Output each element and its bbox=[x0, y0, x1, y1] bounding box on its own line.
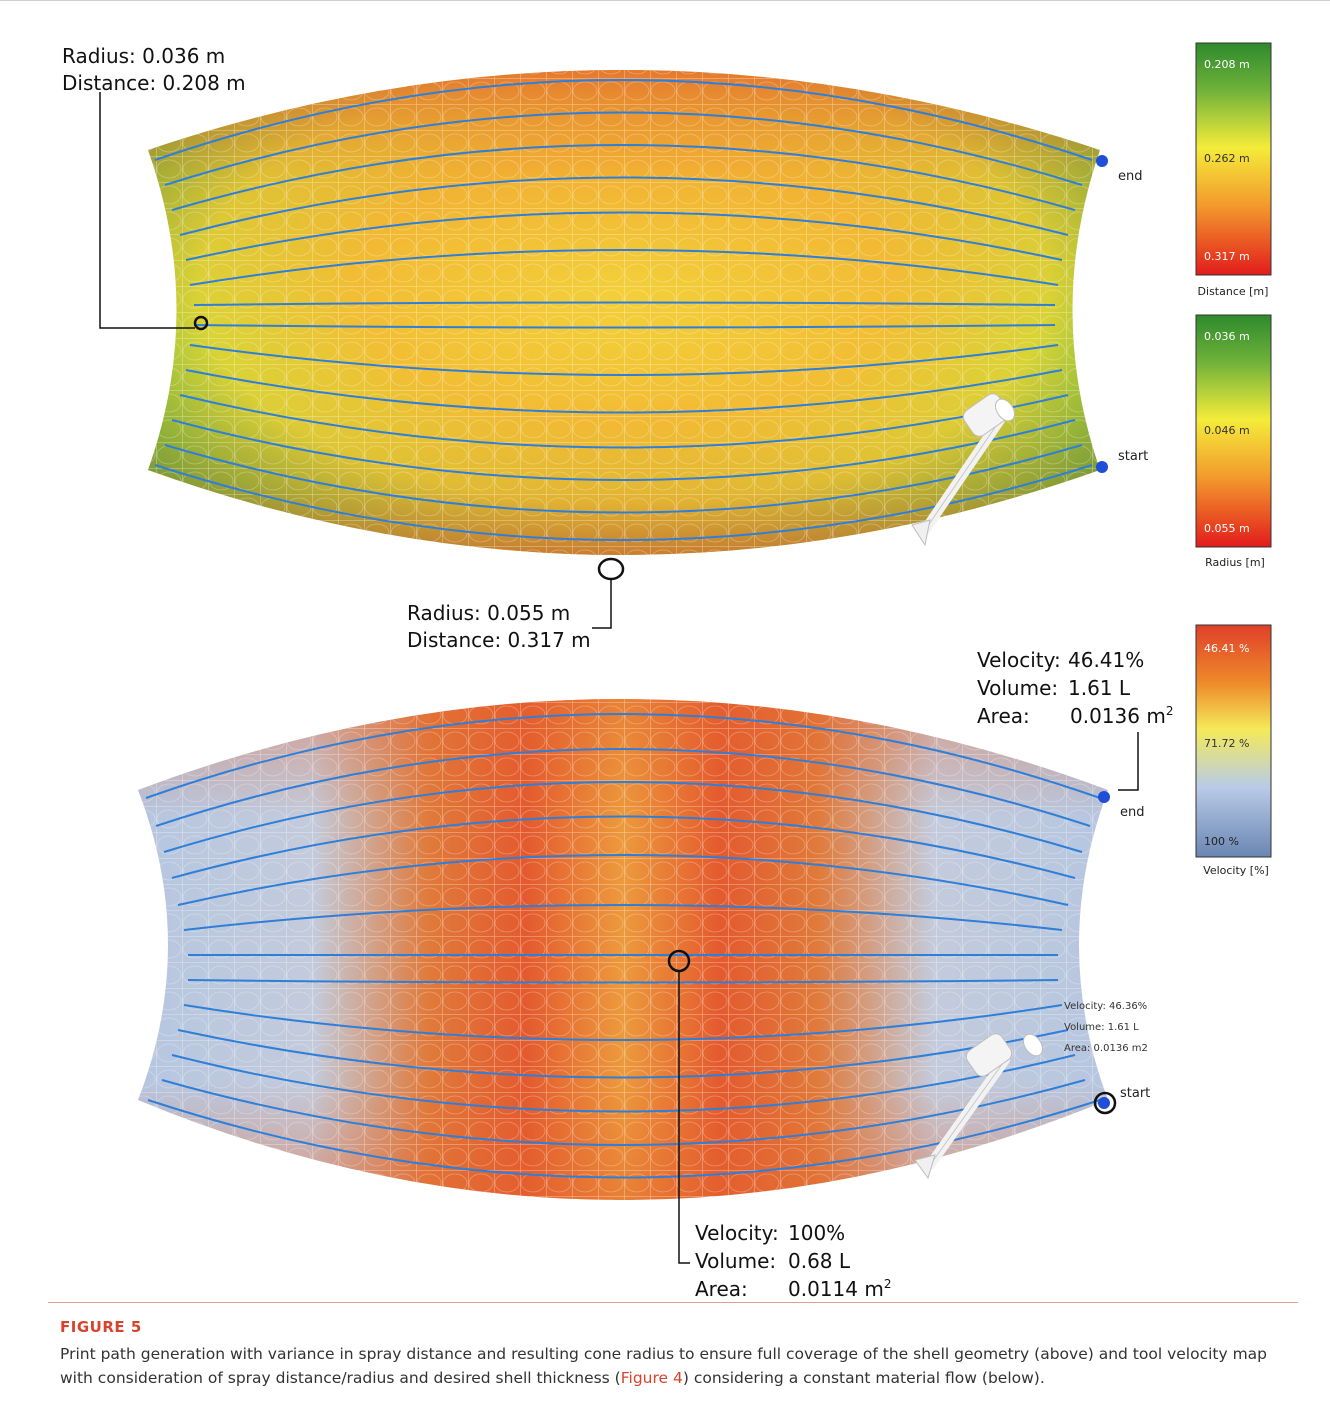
start-marker-bottom bbox=[1098, 1097, 1110, 1109]
callout-top-vel-val: 46.41% bbox=[1068, 648, 1144, 672]
velocity-legend-title: Velocity [%] bbox=[1203, 864, 1269, 877]
distance-legend-title: Distance [m] bbox=[1198, 285, 1269, 298]
distance-tick-2: 0.317 m bbox=[1204, 250, 1250, 263]
spray-tool-top bbox=[911, 393, 1016, 547]
velocity-map-shell: end start Velocity: 46.36% Volume: 1.61 … bbox=[138, 648, 1173, 1300]
max-distance-marker bbox=[597, 557, 625, 581]
top-end-label: end bbox=[1118, 169, 1143, 184]
callout-bottom-line1: Radius: 0.055 m bbox=[407, 601, 570, 625]
bottom-print-path bbox=[145, 713, 1101, 1179]
velocity-tick-1: 71.72 % bbox=[1204, 737, 1249, 750]
callout-left-line2: Distance: 0.208 m bbox=[62, 71, 246, 95]
top-print-path bbox=[154, 79, 1093, 541]
figure-caption: FIGURE 5 Print path generation with vari… bbox=[60, 1318, 1300, 1390]
callout-top-area-key: Area: bbox=[977, 704, 1030, 728]
callout-top-vol-key: Volume: bbox=[977, 676, 1058, 700]
callout-top-vel-key: Velocity: bbox=[977, 648, 1061, 672]
figure-label: FIGURE 5 bbox=[60, 1318, 142, 1336]
caption-rule bbox=[48, 1302, 1298, 1303]
figure-4-link[interactable]: Figure 4 bbox=[620, 1369, 683, 1387]
distance-colorbar bbox=[1195, 42, 1272, 276]
readout-velocity: Velocity: 46.36% bbox=[1064, 1001, 1147, 1012]
start-highlight-ring bbox=[1093, 1091, 1117, 1115]
figure-canvas: end start Radius: 0.036 m Distance: 0.20… bbox=[62, 42, 1272, 1300]
callout-top-vol-val: 1.61 L bbox=[1068, 676, 1131, 700]
radius-tick-2: 0.055 m bbox=[1204, 522, 1250, 535]
end-marker bbox=[1096, 155, 1108, 167]
velocity-legend: 46.41 % 71.72 % 100 % Velocity [%] bbox=[1195, 624, 1272, 877]
callout-leader-bottom bbox=[592, 580, 612, 629]
top-rule bbox=[0, 0, 1330, 1]
callout-leader-top bbox=[1118, 732, 1139, 791]
end-marker-bottom bbox=[1098, 791, 1110, 803]
radius-legend-title: Radius [m] bbox=[1205, 556, 1265, 569]
callout-leader-left bbox=[99, 92, 195, 329]
callout-left-line1: Radius: 0.036 m bbox=[62, 44, 225, 68]
caption-part-2: ) considering a constant material flow (… bbox=[682, 1369, 1045, 1387]
distance-map-shell: end start Radius: 0.036 m Distance: 0.20… bbox=[62, 44, 1148, 652]
velocity-tick-0: 46.41 % bbox=[1204, 642, 1249, 655]
start-marker bbox=[1096, 461, 1108, 473]
figure-caption-text: Print path generation with variance in s… bbox=[60, 1342, 1300, 1390]
readout-area: Area: 0.0136 m2 bbox=[1064, 1043, 1148, 1054]
callout-center-vel-key: Velocity: bbox=[695, 1221, 779, 1245]
velocity-tick-2: 100 % bbox=[1204, 835, 1239, 848]
velocity-max-marker bbox=[667, 949, 691, 973]
callout-center-vol-key: Volume: bbox=[695, 1249, 776, 1273]
distance-tick-0: 0.208 m bbox=[1204, 58, 1250, 71]
distance-tick-1: 0.262 m bbox=[1204, 152, 1250, 165]
bottom-end-label: end bbox=[1120, 805, 1145, 820]
readout-volume: Volume: 1.61 L bbox=[1064, 1022, 1139, 1033]
distance-legend: 0.208 m 0.262 m 0.317 m Distance [m] bbox=[1195, 42, 1272, 298]
callout-center-vel-val: 100% bbox=[788, 1221, 845, 1245]
callout-bottom-line2: Distance: 0.317 m bbox=[407, 628, 591, 652]
velocity-colorbar bbox=[1195, 624, 1272, 858]
radius-colorbar bbox=[1195, 314, 1272, 548]
radius-legend: 0.036 m 0.046 m 0.055 m Radius [m] bbox=[1195, 314, 1272, 569]
bottom-start-label: start bbox=[1120, 1086, 1150, 1101]
top-shell-grid bbox=[148, 70, 1100, 555]
radius-tick-1: 0.046 m bbox=[1204, 424, 1250, 437]
callout-center-vol-val: 0.68 L bbox=[788, 1249, 851, 1273]
callout-top-area-val: 0.0136 m2 bbox=[1070, 704, 1173, 728]
callout-center-area-key: Area: bbox=[695, 1277, 748, 1300]
top-start-label: start bbox=[1118, 449, 1148, 464]
min-distance-marker bbox=[193, 315, 209, 331]
spray-tool-bottom bbox=[914, 1033, 1044, 1180]
caption-part-1: Print path generation with variance in s… bbox=[60, 1345, 1268, 1387]
callout-center-area-val: 0.0114 m2 bbox=[788, 1277, 891, 1300]
radius-tick-0: 0.036 m bbox=[1204, 330, 1250, 343]
callout-leader-center bbox=[678, 972, 690, 1264]
